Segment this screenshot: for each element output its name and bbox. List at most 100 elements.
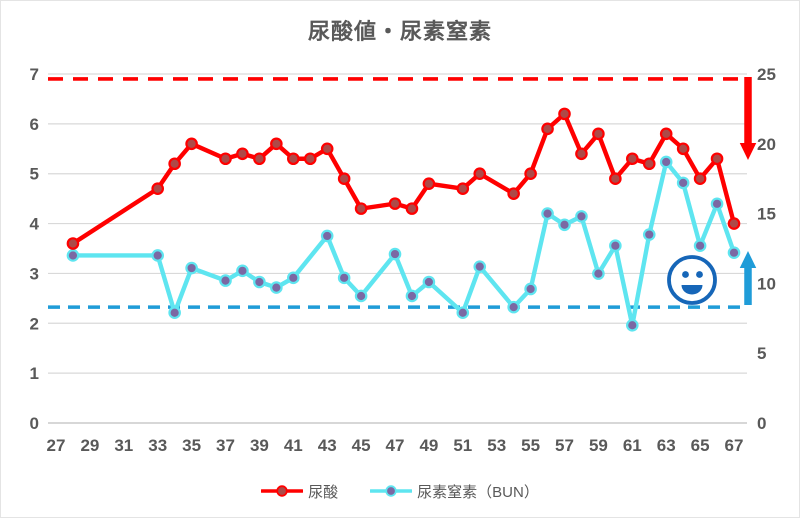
legend-item-uric-acid: 尿酸 xyxy=(261,481,338,502)
data-point xyxy=(710,152,724,166)
x-axis-tick: 43 xyxy=(318,436,337,455)
data-point xyxy=(270,281,283,294)
x-axis-tick: 33 xyxy=(148,436,167,455)
x-axis-tick: 29 xyxy=(80,436,99,455)
x-axis-tick: 61 xyxy=(623,436,642,455)
data-point xyxy=(388,247,402,261)
data-point xyxy=(320,229,334,243)
data-point xyxy=(507,187,520,200)
smiley-eye xyxy=(696,271,703,278)
data-point xyxy=(219,274,232,287)
data-point xyxy=(168,157,181,171)
data-point xyxy=(422,275,436,289)
y-axis-tick-left: 7 xyxy=(30,65,39,84)
y-axis-tick-right: 20 xyxy=(757,135,776,154)
data-point xyxy=(659,127,673,141)
data-point xyxy=(710,197,724,211)
trend-arrow-up-icon xyxy=(739,251,757,305)
data-point xyxy=(676,142,690,156)
data-point xyxy=(592,267,605,280)
data-point xyxy=(558,107,571,121)
data-point xyxy=(405,202,419,215)
smiley-outline xyxy=(667,255,717,305)
data-point xyxy=(236,147,249,161)
data-point xyxy=(676,176,690,190)
data-point xyxy=(219,152,232,166)
data-point xyxy=(270,137,283,151)
chart-legend: 尿酸 尿素窒素（BUN） xyxy=(1,478,799,504)
y-axis-tick-left: 5 xyxy=(30,165,39,184)
data-point xyxy=(541,207,554,220)
x-axis-tick: 39 xyxy=(250,436,269,455)
x-axis-tick: 63 xyxy=(657,436,676,455)
x-axis-tick: 27 xyxy=(47,436,66,455)
data-point xyxy=(151,182,164,195)
legend-label-bun: 尿素窒素（BUN） xyxy=(417,483,539,501)
data-point xyxy=(236,264,249,278)
x-axis-tick: 45 xyxy=(352,436,371,455)
y-axis-tick-right: 5 xyxy=(757,344,766,363)
data-point xyxy=(727,217,741,230)
data-point xyxy=(337,271,351,285)
data-point xyxy=(151,249,164,262)
series-line xyxy=(70,159,737,328)
data-point xyxy=(320,142,334,156)
smiley-face-icon xyxy=(667,255,717,305)
y-axis-tick-right: 15 xyxy=(757,205,776,224)
smiley-eye xyxy=(682,271,689,278)
x-axis-tick: 47 xyxy=(386,436,405,455)
y-axis-tick-left: 4 xyxy=(30,215,40,234)
data-point xyxy=(625,152,639,166)
data-point xyxy=(388,197,402,210)
y-axis-tick-right: 0 xyxy=(757,414,766,433)
data-point xyxy=(185,261,198,275)
data-point xyxy=(727,246,741,259)
x-axis-tick: 37 xyxy=(216,436,235,455)
legend-item-bun: 尿素窒素（BUN） xyxy=(370,481,539,502)
x-axis-tick: 65 xyxy=(691,436,710,455)
data-point xyxy=(354,289,368,303)
data-point xyxy=(524,282,537,296)
series-uric-acid xyxy=(66,107,741,250)
data-point xyxy=(642,228,656,241)
data-point xyxy=(253,152,266,166)
y-axis-tick-right: 25 xyxy=(757,65,776,84)
data-point xyxy=(286,271,300,285)
y-axis-tick-right: 10 xyxy=(757,274,776,293)
data-point xyxy=(473,167,487,181)
data-point xyxy=(337,172,351,185)
data-point xyxy=(168,306,181,320)
data-point xyxy=(693,239,707,253)
data-point xyxy=(609,172,622,185)
x-axis-tick: 49 xyxy=(419,436,438,455)
data-point xyxy=(185,137,198,151)
data-point xyxy=(456,182,470,195)
y-axis-tick-left: 6 xyxy=(30,115,39,134)
data-point xyxy=(609,239,622,253)
data-point xyxy=(541,122,554,136)
data-point xyxy=(558,218,571,232)
data-point xyxy=(286,152,300,166)
data-point xyxy=(625,318,639,332)
data-point xyxy=(642,157,656,171)
bun-line-marker-icon xyxy=(370,485,413,497)
data-point xyxy=(66,237,80,250)
data-point xyxy=(592,127,605,141)
series-bun xyxy=(66,155,741,332)
x-axis-tick: 55 xyxy=(521,436,540,455)
data-point xyxy=(405,289,419,303)
x-axis-tick: 53 xyxy=(487,436,506,455)
y-axis-tick-left: 2 xyxy=(30,314,39,333)
data-point xyxy=(354,202,368,215)
x-axis-tick: 57 xyxy=(555,436,574,455)
y-axis-tick-left: 1 xyxy=(30,364,39,383)
data-point xyxy=(524,167,537,181)
x-axis-tick: 67 xyxy=(725,436,744,455)
data-point xyxy=(303,152,317,166)
data-point xyxy=(456,306,470,320)
x-axis-tick: 31 xyxy=(114,436,133,455)
data-point xyxy=(422,177,436,190)
x-axis-tick: 59 xyxy=(589,436,608,455)
